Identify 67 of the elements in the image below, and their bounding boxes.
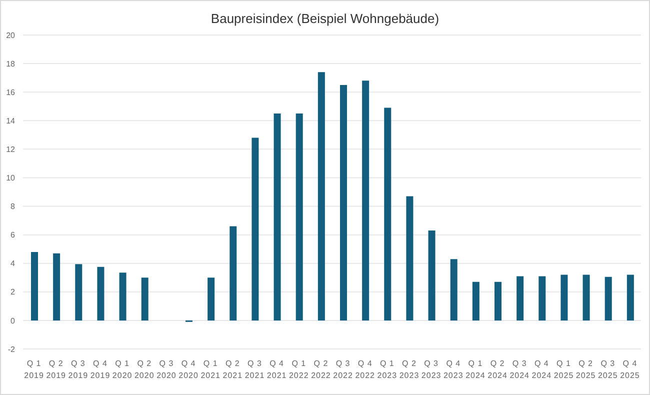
x-tick-label: Q 4 2022	[355, 359, 376, 380]
bar	[604, 276, 612, 320]
x-tick-label: Q 2 2022	[311, 359, 331, 380]
bar	[141, 278, 148, 320]
y-tick-label: 10	[6, 174, 16, 183]
y-tick-label: 18	[6, 59, 16, 68]
bar	[428, 230, 436, 320]
x-tick-label: Q 1 2020	[112, 359, 132, 380]
x-tick-label: Q 3 2021	[244, 359, 265, 380]
x-tick-label: Q 3 2025	[598, 359, 618, 380]
y-tick-label: 6	[10, 230, 16, 240]
x-tick-label: Q 2 2024	[488, 359, 508, 380]
x-tick-label: Q 3 2020	[156, 359, 176, 380]
bar	[472, 282, 480, 320]
x-tick-label: Q 4 2024	[532, 359, 552, 380]
bar	[384, 108, 392, 320]
bar	[75, 264, 82, 320]
y-tick-label: 16	[6, 88, 16, 97]
bar	[31, 252, 38, 320]
bar	[208, 278, 215, 320]
bar	[450, 259, 458, 320]
bar	[318, 72, 325, 320]
x-tick-label: Q 2 2020	[134, 359, 154, 380]
bar	[274, 114, 281, 320]
x-tick-label: Q 1 2024	[466, 359, 486, 380]
bar	[362, 80, 370, 320]
bar	[406, 196, 414, 320]
y-tick-label: 20	[6, 30, 16, 40]
y-tick-label: 12	[6, 145, 16, 154]
x-tick-label: Q 4 2019	[90, 359, 110, 380]
y-tick-label: -2	[8, 344, 16, 354]
bar	[97, 266, 104, 320]
y-tick-label: 2	[10, 288, 16, 297]
x-tick-label: Q 4 2025	[620, 359, 640, 380]
y-tick-label: 8	[10, 202, 16, 212]
x-tick-label: Q 1 2022	[288, 359, 309, 380]
bar	[119, 272, 126, 320]
bar	[516, 276, 524, 320]
x-tick-label: Q 3 2024	[510, 359, 530, 380]
bar	[582, 274, 590, 320]
bar	[626, 274, 634, 320]
bar	[296, 114, 303, 320]
x-tick-label: Q 2 2021	[222, 359, 243, 380]
x-tick-label: Q 4 2020	[178, 359, 198, 380]
chart-title: Baupreisindex (Beispiel Wohngebäude)	[210, 11, 440, 26]
bar	[538, 276, 546, 320]
x-tick-label: Q 4 2021	[266, 359, 287, 380]
bar	[494, 282, 502, 320]
x-tick-label: Q 1 2023	[377, 359, 398, 380]
x-tick-label: Q 1 2021	[200, 359, 221, 380]
x-tick-label: Q 2 2025	[576, 359, 596, 380]
x-tick-label: Q 2 2019	[46, 359, 66, 380]
x-tick-label: Q 3 2019	[68, 359, 88, 380]
y-tick-label: 0	[10, 316, 16, 326]
x-tick-label: Q 2 2023	[399, 359, 420, 380]
y-tick-label: 4	[10, 259, 16, 268]
bar	[252, 138, 259, 320]
bar	[230, 226, 237, 320]
x-tick-label: Q 3 2022	[333, 359, 353, 380]
bar	[560, 274, 568, 320]
bar	[53, 253, 60, 320]
x-tick-label: Q 1 2025	[554, 359, 574, 380]
x-tick-label: Q 3 2023	[421, 359, 442, 380]
x-tick-label: Q 4 2023	[443, 359, 464, 380]
x-tick-label: Q 1 2019	[24, 359, 44, 380]
y-tick-label: 14	[6, 116, 16, 126]
bar	[340, 84, 347, 320]
